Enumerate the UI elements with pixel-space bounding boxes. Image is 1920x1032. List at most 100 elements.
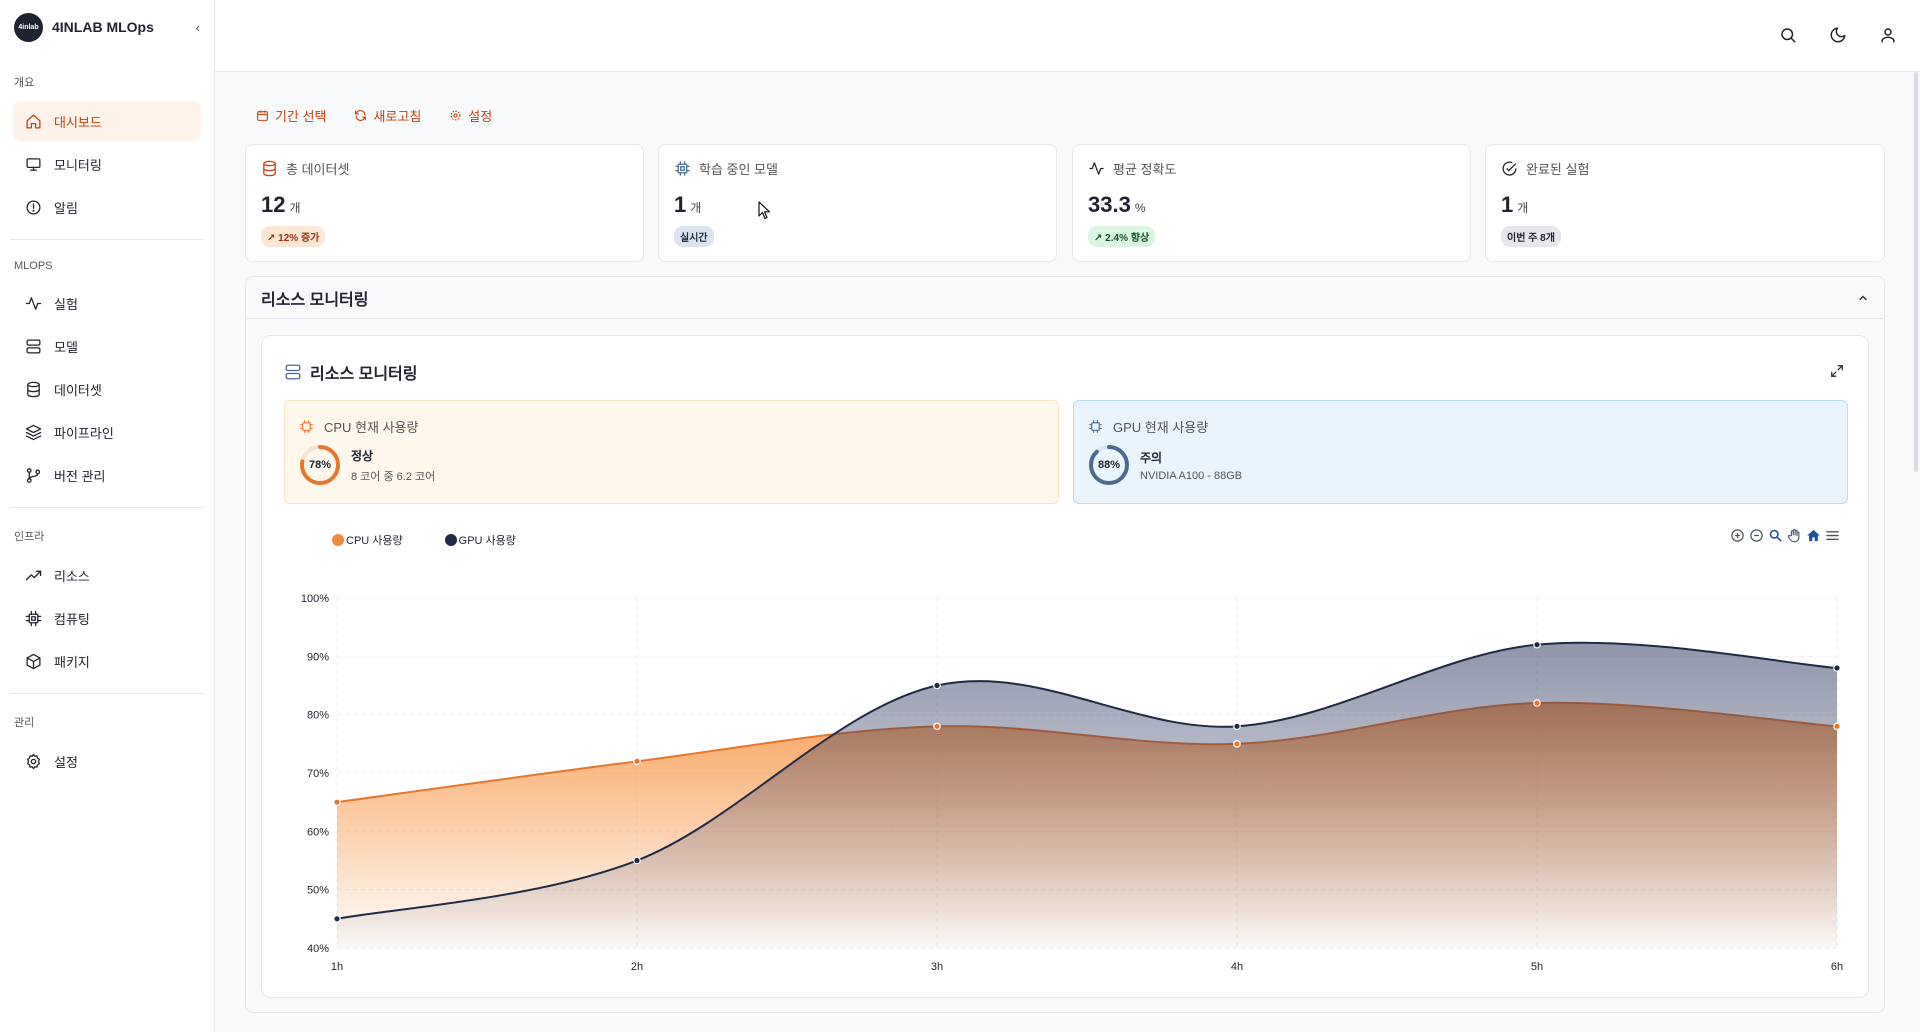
gpu-usage-title: GPU 현재 사용량 <box>1113 420 1209 435</box>
cpu-icon <box>675 161 690 176</box>
cpu-icon <box>1089 420 1102 433</box>
trend-up-icon: ↗ <box>267 233 276 244</box>
nav-section-title: MLOPS <box>14 260 53 272</box>
y-tick-label: 80% <box>307 710 329 722</box>
stat-title: 완료된 실험 <box>1526 162 1590 177</box>
stat-unit: 개 <box>1517 201 1529 215</box>
layers-icon <box>25 424 42 440</box>
sidebar-item[interactable]: 파이프라인 <box>13 412 201 452</box>
sidebar-item[interactable]: 패키지 <box>13 641 201 681</box>
gpu-gauge-value: 88% <box>1097 459 1121 471</box>
sidebar-item-label: 패키지 <box>54 654 90 670</box>
search-icon[interactable] <box>1779 26 1797 44</box>
dashboard-toolbar: 기간 선택 새로고침 설정 <box>256 106 492 125</box>
period-select-button[interactable]: 기간 선택 <box>256 106 326 125</box>
sidebar-item[interactable]: 리소스 <box>13 555 201 595</box>
sidebar-item[interactable]: 실험 <box>13 283 201 323</box>
nav-section-title: 관리 <box>14 717 35 729</box>
database-icon <box>263 160 276 177</box>
legend-item-gpu[interactable]: GPU 사용량 <box>444 532 516 548</box>
trend-up-icon: ↗ <box>1094 233 1103 244</box>
settings-button[interactable]: 설정 <box>449 106 492 125</box>
x-tick-label: 1h <box>331 961 343 973</box>
y-tick-label: 90% <box>307 651 329 663</box>
status-badge: ↗ 2.4% 향상 <box>1088 226 1156 247</box>
sidebar-item-label: 모니터링 <box>54 157 102 173</box>
sidebar-item[interactable]: 모델 <box>13 326 201 366</box>
status-badge: 실시간 <box>674 226 714 247</box>
data-point <box>1833 664 1841 672</box>
package-icon <box>26 653 41 669</box>
server-icon <box>285 364 301 380</box>
card-title-text: 리소스 모니터링 <box>310 366 418 383</box>
scrollbar-thumb[interactable] <box>1914 72 1918 472</box>
stat-card-datasets[interactable]: 총 데이터셋 12 개 ↗ 12% 증가 <box>245 144 644 262</box>
page-scrollbar[interactable] <box>1912 72 1920 472</box>
y-tick-label: 50% <box>307 885 329 897</box>
zoom-in-icon[interactable] <box>1730 528 1745 543</box>
cpu-usage-panel: CPU 현재 사용량 78% 정상 8 코어 중 6.2 코어 <box>284 400 1059 504</box>
sidebar-item[interactable]: 알림 <box>13 187 201 227</box>
database-icon <box>27 381 40 397</box>
sidebar-item-label: 데이터셋 <box>54 382 102 398</box>
x-tick-label: 6h <box>1831 961 1843 973</box>
sidebar-item[interactable]: 컴퓨팅 <box>13 598 201 638</box>
moon-icon[interactable] <box>1829 26 1847 44</box>
gear-icon <box>450 110 461 121</box>
sidebar-collapse-button[interactable]: ‹ <box>195 19 200 35</box>
check-circle-icon <box>1502 161 1517 176</box>
sidebar-item-label: 버전 관리 <box>54 468 106 484</box>
legend-dot <box>332 534 344 546</box>
top-header <box>215 0 1920 72</box>
user-icon[interactable] <box>1879 26 1897 44</box>
sidebar-item[interactable]: 데이터셋 <box>13 369 201 409</box>
home-reset-icon[interactable] <box>1806 528 1821 543</box>
alert-icon <box>26 199 41 215</box>
data-point <box>633 856 641 865</box>
expand-icon[interactable] <box>1830 364 1844 378</box>
data-point <box>1533 640 1541 649</box>
data-point <box>333 798 341 806</box>
sidebar-item-label: 실험 <box>54 296 78 312</box>
sidebar-item[interactable]: 대시보드 <box>13 101 201 141</box>
legend-item-cpu[interactable]: CPU 사용량 <box>332 532 403 548</box>
chevron-up-icon[interactable] <box>1857 292 1869 304</box>
menu-icon[interactable] <box>1825 528 1840 543</box>
brand-name[interactable]: 4INLAB MLOps <box>52 19 154 35</box>
zoom-out-icon[interactable] <box>1749 528 1764 543</box>
activity-icon <box>25 296 42 310</box>
y-tick-label: 100% <box>301 593 329 605</box>
stat-title: 총 데이터셋 <box>286 162 350 177</box>
sidebar-item-label: 리소스 <box>54 568 90 584</box>
sidebar-item-label: 설정 <box>54 754 78 770</box>
cpu-icon <box>25 610 42 626</box>
data-point <box>1533 699 1541 707</box>
sidebar-item[interactable]: 설정 <box>13 741 201 781</box>
data-point <box>933 722 941 731</box>
card-title: 리소스 모니터링 <box>284 360 418 384</box>
sidebar-nav: 개요 대시보드 모니터링 알림 MLOPS 실험 모델 데이터셋 파이프라인 버… <box>0 54 214 781</box>
status-badge: 이번 주 8개 <box>1501 226 1561 247</box>
git-branch-icon <box>26 467 41 483</box>
magnifier-icon[interactable] <box>1768 528 1783 543</box>
y-tick-label: 60% <box>307 826 329 838</box>
settings-icon <box>27 753 40 769</box>
hand-pan-icon[interactable] <box>1787 528 1802 543</box>
sidebar-item[interactable]: 버전 관리 <box>13 455 201 495</box>
stat-unit: % <box>1134 201 1146 215</box>
stat-title: 학습 중인 모델 <box>699 162 778 177</box>
stat-title: 평균 정확도 <box>1113 162 1177 177</box>
refresh-button[interactable]: 새로고침 <box>354 106 421 125</box>
resource-section-header[interactable]: 리소스 모니터링 <box>246 277 1884 319</box>
badge-text: 2.4% 향상 <box>1105 233 1150 244</box>
data-point <box>933 681 941 690</box>
brand-logo[interactable]: 4inlab <box>14 12 43 42</box>
y-tick-label: 70% <box>307 768 329 780</box>
cpu-status: 정상 <box>351 448 374 463</box>
x-tick-label: 2h <box>631 961 643 973</box>
cpu-gauge: 78% <box>299 444 341 486</box>
stat-card-accuracy[interactable]: 평균 정확도 33.3% ↗ 2.4% 향상 <box>1072 144 1471 262</box>
sidebar-item[interactable]: 모니터링 <box>13 144 201 184</box>
